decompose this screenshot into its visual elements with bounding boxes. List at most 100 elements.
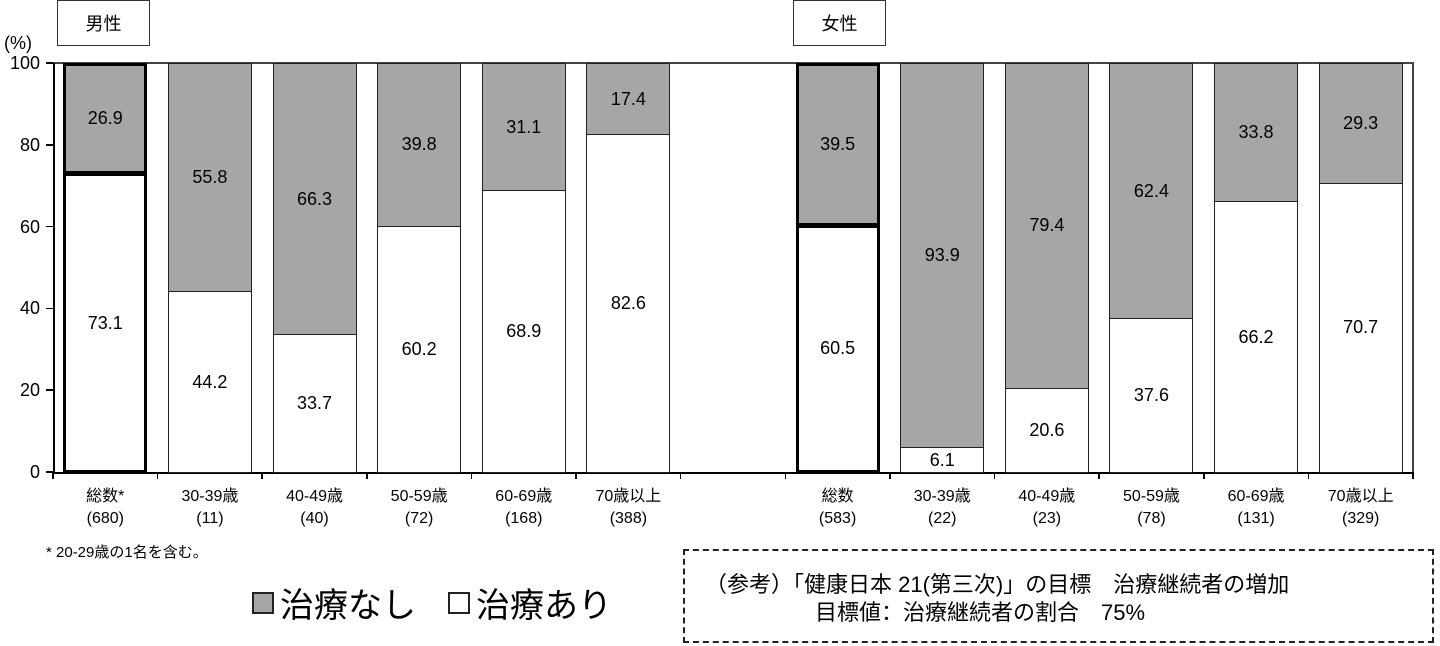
bar-segment-treatment: 60.2 bbox=[377, 225, 462, 473]
stacked-bar: 26.9 73.1 bbox=[63, 63, 148, 473]
bar-segment-treatment: 33.7 bbox=[272, 334, 357, 473]
bar-segment-treatment: 70.7 bbox=[1318, 182, 1403, 473]
y-tick-label: 20 bbox=[19, 380, 40, 401]
y-tick-label: 80 bbox=[19, 134, 40, 155]
reference-line-1: （参考）「健康日本 21(第三次)」の目標 治療継続者の増加 bbox=[705, 572, 1290, 597]
stacked-bar: 62.4 37.6 bbox=[1109, 63, 1194, 473]
legend-label: 治療あり bbox=[476, 587, 612, 625]
category-name: 総数 bbox=[821, 488, 854, 505]
category-name: 総数* bbox=[86, 488, 125, 505]
y-tick bbox=[46, 62, 53, 64]
x-category-label: 70歳以上 (388) bbox=[576, 486, 680, 530]
category-count: (78) bbox=[1137, 510, 1166, 527]
bar-segment-no-treatment: 39.5 bbox=[795, 63, 880, 226]
plot-right-border bbox=[1412, 62, 1414, 473]
stacked-bar: 39.5 60.5 bbox=[795, 63, 880, 473]
legend-label: 治療なし bbox=[280, 587, 416, 625]
y-tick bbox=[46, 307, 53, 310]
stacked-bar: 31.1 68.9 bbox=[481, 63, 566, 473]
x-tick bbox=[1203, 472, 1205, 479]
y-tick-label: 0 bbox=[29, 462, 40, 482]
bar-segment-no-treatment: 39.8 bbox=[377, 63, 462, 227]
stacked-bar: 66.3 33.7 bbox=[272, 63, 357, 473]
category-count: (680) bbox=[86, 510, 124, 527]
x-category-label: 40-49歳 (40) bbox=[263, 486, 367, 530]
bar-segment-treatment: 73.1 bbox=[63, 173, 148, 473]
x-axis bbox=[53, 472, 1414, 474]
legend-item-no-treatment: 治療なし bbox=[252, 578, 416, 627]
y-tick bbox=[46, 389, 53, 391]
x-category-label: 総数 (583) bbox=[786, 486, 890, 530]
legend-swatch-gray bbox=[252, 591, 274, 614]
y-tick bbox=[46, 144, 53, 146]
x-tick bbox=[1307, 472, 1310, 479]
x-tick bbox=[1098, 472, 1100, 479]
panel-label-female: 女性 bbox=[793, 0, 886, 46]
bar-segment-treatment: 60.5 bbox=[795, 224, 880, 473]
stacked-bar: 17.4 82.6 bbox=[586, 63, 671, 473]
x-category-label: 総数* (680) bbox=[53, 486, 157, 530]
bar-segment-no-treatment: 66.3 bbox=[272, 63, 357, 336]
y-tick-label: 100 bbox=[9, 53, 40, 73]
bar-segment-treatment: 44.2 bbox=[167, 291, 252, 473]
y-tick-label: 40 bbox=[19, 298, 40, 319]
x-tick bbox=[784, 472, 787, 479]
footnote: * 20-29歳の1名を含む。 bbox=[46, 544, 208, 561]
category-count: (168) bbox=[505, 510, 543, 527]
bar-segment-treatment: 82.6 bbox=[586, 134, 671, 473]
bar-segment-no-treatment: 55.8 bbox=[167, 63, 252, 293]
bar-segment-treatment: 6.1 bbox=[900, 447, 985, 473]
legend-swatch-white bbox=[448, 591, 470, 614]
x-tick bbox=[993, 472, 996, 479]
legend: 治療なし 治療あり bbox=[252, 578, 644, 627]
x-category-label: 30-39歳 (11) bbox=[158, 486, 262, 530]
bar-segment-no-treatment: 17.4 bbox=[586, 63, 671, 136]
category-name: 40-49歳 bbox=[286, 488, 343, 505]
category-name: 60-69歳 bbox=[1227, 488, 1285, 505]
y-axis bbox=[53, 63, 55, 473]
bar-segment-no-treatment: 29.3 bbox=[1318, 63, 1403, 184]
panel-label-male: 男性 bbox=[57, 0, 150, 46]
category-name: 40-49歳 bbox=[1018, 488, 1076, 505]
bar-segment-no-treatment: 31.1 bbox=[481, 63, 566, 192]
stacked-bar: 29.3 70.7 bbox=[1318, 63, 1403, 473]
x-tick bbox=[889, 472, 891, 479]
x-category-label: 40-49歳 (23) bbox=[995, 486, 1099, 530]
bar-segment-treatment: 20.6 bbox=[1004, 387, 1089, 473]
category-name: 30-39歳 bbox=[913, 488, 971, 505]
x-category-label: 30-39歳 (22) bbox=[890, 486, 994, 530]
reference-line-2: 目標値：治療継続者の割合 75% bbox=[815, 600, 1146, 625]
bar-segment-no-treatment: 26.9 bbox=[63, 63, 148, 175]
reference-annotation-box: （参考）「健康日本 21(第三次)」の目標 治療継続者の増加 目標値：治療継続者… bbox=[683, 549, 1434, 643]
category-count: (11) bbox=[196, 510, 224, 527]
category-name: 30-39歳 bbox=[181, 488, 239, 505]
bar-segment-no-treatment: 93.9 bbox=[900, 63, 985, 449]
category-name: 70歳以上 bbox=[595, 488, 662, 505]
x-category-label: 60-69歳 (131) bbox=[1204, 486, 1308, 530]
x-tick bbox=[470, 472, 473, 479]
x-category-label: 50-59歳 (72) bbox=[367, 486, 471, 530]
category-name: 70歳以上 bbox=[1327, 488, 1394, 505]
stacked-bar: 93.9 6.1 bbox=[900, 63, 985, 473]
bar-segment-no-treatment: 79.4 bbox=[1004, 63, 1089, 389]
y-tick-label: 60 bbox=[19, 216, 40, 237]
x-category-label: 60-69歳 (168) bbox=[472, 486, 576, 530]
category-count: (131) bbox=[1237, 510, 1275, 527]
y-tick bbox=[46, 471, 53, 473]
x-tick bbox=[679, 472, 682, 479]
category-count: (388) bbox=[609, 510, 648, 527]
x-tick bbox=[575, 472, 577, 479]
stacked-bar: 33.8 66.2 bbox=[1214, 63, 1299, 473]
legend-item-treatment: 治療あり bbox=[448, 578, 612, 627]
y-tick bbox=[46, 225, 53, 228]
category-name: 50-59歳 bbox=[390, 488, 448, 505]
x-category-label: 50-59歳 (78) bbox=[1099, 486, 1203, 530]
category-count: (583) bbox=[818, 510, 857, 527]
y-axis-unit: (%) bbox=[4, 33, 32, 53]
plot-top-border bbox=[53, 62, 1414, 64]
bar-segment-treatment: 66.2 bbox=[1214, 201, 1299, 473]
category-count: (23) bbox=[1032, 510, 1062, 527]
x-tick bbox=[261, 472, 263, 479]
bar-segment-no-treatment: 33.8 bbox=[1214, 63, 1299, 203]
x-tick bbox=[366, 472, 368, 479]
